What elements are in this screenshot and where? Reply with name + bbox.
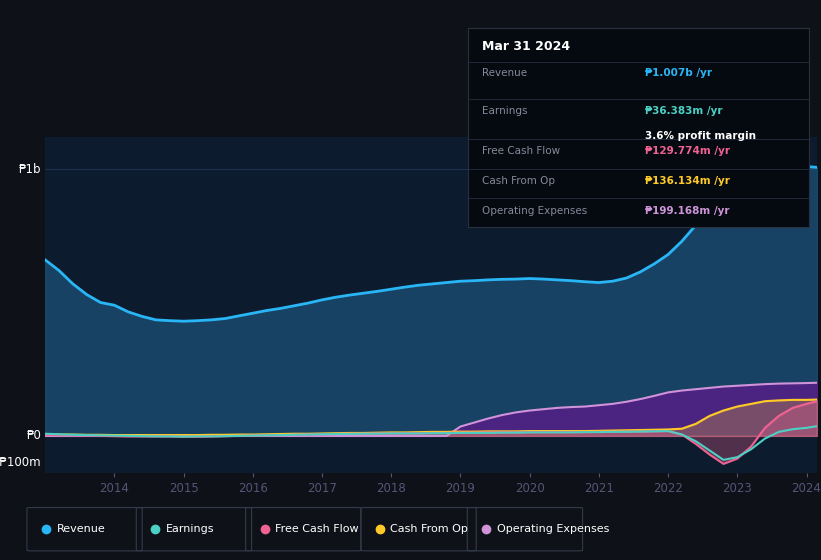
Text: ₱36.383m /yr: ₱36.383m /yr (645, 105, 722, 115)
Text: ₱1.007b /yr: ₱1.007b /yr (645, 68, 712, 78)
Text: -₱100m: -₱100m (0, 456, 41, 469)
Text: Free Cash Flow: Free Cash Flow (275, 524, 359, 534)
Text: Cash From Op: Cash From Op (482, 176, 555, 186)
Text: ₱1b: ₱1b (19, 163, 41, 176)
Text: 3.6% profit margin: 3.6% profit margin (645, 132, 756, 141)
Text: Revenue: Revenue (57, 524, 105, 534)
Text: Operating Expenses: Operating Expenses (497, 524, 609, 534)
Text: ₱129.774m /yr: ₱129.774m /yr (645, 146, 730, 156)
Text: Revenue: Revenue (482, 68, 527, 78)
Text: Earnings: Earnings (482, 105, 527, 115)
Text: ₱0: ₱0 (26, 430, 41, 442)
Text: ₱199.168m /yr: ₱199.168m /yr (645, 206, 730, 216)
Text: Cash From Op: Cash From Op (391, 524, 468, 534)
Text: ₱136.134m /yr: ₱136.134m /yr (645, 176, 730, 186)
Text: Free Cash Flow: Free Cash Flow (482, 146, 560, 156)
Text: Operating Expenses: Operating Expenses (482, 206, 587, 216)
Text: Earnings: Earnings (166, 524, 214, 534)
Text: Mar 31 2024: Mar 31 2024 (482, 40, 570, 53)
